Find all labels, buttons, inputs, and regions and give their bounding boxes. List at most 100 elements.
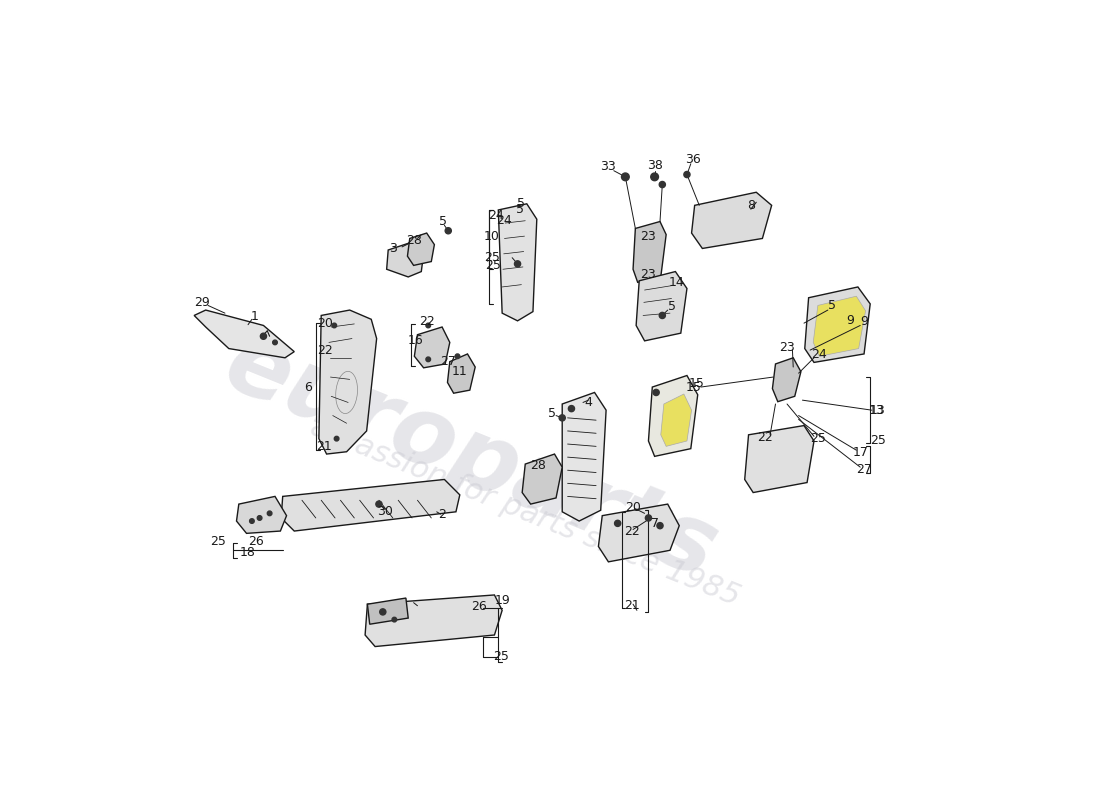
Circle shape (615, 520, 620, 526)
Text: 27: 27 (856, 463, 872, 476)
Polygon shape (236, 496, 286, 534)
Text: 27: 27 (440, 355, 456, 368)
Circle shape (392, 618, 397, 622)
Text: 22: 22 (758, 430, 773, 444)
Text: 5: 5 (548, 406, 557, 420)
Circle shape (569, 406, 574, 412)
Circle shape (273, 340, 277, 345)
Polygon shape (661, 394, 692, 446)
Circle shape (334, 436, 339, 441)
Text: 25: 25 (210, 535, 227, 548)
Circle shape (455, 354, 460, 358)
Circle shape (257, 516, 262, 520)
Polygon shape (319, 310, 376, 454)
Polygon shape (649, 375, 697, 456)
Text: 2: 2 (438, 508, 446, 521)
Polygon shape (448, 354, 475, 394)
Polygon shape (562, 393, 606, 521)
Text: a passion for parts since 1985: a passion for parts since 1985 (306, 412, 745, 611)
Text: 25: 25 (484, 251, 500, 264)
Text: 29: 29 (194, 296, 210, 309)
Text: 26: 26 (471, 600, 486, 613)
Text: 5: 5 (668, 300, 675, 313)
Polygon shape (365, 595, 502, 646)
Circle shape (659, 312, 666, 318)
Circle shape (657, 522, 663, 529)
Text: 19: 19 (494, 594, 510, 607)
Text: 24: 24 (812, 348, 827, 362)
Polygon shape (813, 296, 866, 356)
Text: 18: 18 (240, 546, 256, 559)
Text: 22: 22 (317, 344, 333, 357)
Polygon shape (407, 233, 434, 266)
Text: 28: 28 (529, 459, 546, 472)
Circle shape (332, 323, 337, 328)
Text: 22: 22 (419, 315, 435, 328)
Text: europarts: europarts (212, 318, 730, 598)
Polygon shape (636, 271, 686, 341)
Polygon shape (387, 242, 424, 277)
Text: 9: 9 (846, 314, 854, 327)
Polygon shape (745, 426, 814, 493)
Text: 15: 15 (685, 381, 701, 394)
Polygon shape (634, 222, 667, 282)
Text: 25: 25 (810, 432, 826, 445)
Polygon shape (522, 454, 562, 504)
Circle shape (659, 182, 666, 188)
Polygon shape (498, 204, 537, 321)
Text: 24: 24 (488, 209, 504, 222)
Circle shape (446, 228, 451, 234)
Polygon shape (282, 479, 460, 531)
Text: 22: 22 (624, 525, 639, 538)
Text: 23: 23 (779, 341, 795, 354)
Polygon shape (195, 310, 295, 358)
Text: 11: 11 (452, 365, 468, 378)
Text: 8: 8 (747, 199, 755, 212)
Text: 4: 4 (584, 396, 592, 409)
Circle shape (250, 518, 254, 523)
Text: 16: 16 (408, 334, 424, 347)
Polygon shape (805, 287, 870, 362)
Circle shape (261, 333, 266, 339)
Circle shape (426, 323, 430, 328)
Circle shape (515, 261, 520, 267)
Circle shape (379, 609, 386, 615)
Polygon shape (772, 358, 801, 402)
Polygon shape (367, 598, 408, 624)
Text: 7: 7 (650, 517, 659, 530)
Text: 26: 26 (248, 535, 264, 548)
Text: 5: 5 (517, 198, 526, 210)
Text: 36: 36 (685, 154, 701, 166)
Text: 28: 28 (406, 234, 422, 247)
Text: 3: 3 (389, 242, 397, 255)
Text: 38: 38 (647, 158, 662, 172)
Text: 5: 5 (827, 299, 836, 312)
Text: 21: 21 (316, 440, 331, 453)
Text: 17: 17 (852, 446, 869, 459)
Text: 15: 15 (689, 378, 704, 390)
Text: 5: 5 (516, 203, 524, 217)
Circle shape (426, 357, 430, 362)
Text: 21: 21 (624, 599, 639, 612)
Text: 24: 24 (496, 214, 512, 227)
Circle shape (653, 390, 659, 395)
Text: 25: 25 (485, 259, 501, 272)
Text: 20: 20 (317, 317, 333, 330)
Text: 30: 30 (377, 506, 393, 518)
Text: 10: 10 (483, 230, 499, 243)
Text: 20: 20 (625, 502, 641, 514)
Circle shape (376, 501, 382, 507)
Polygon shape (415, 327, 450, 368)
Text: 23: 23 (640, 230, 657, 242)
Text: 6: 6 (305, 381, 312, 394)
Circle shape (651, 173, 659, 181)
Text: 5: 5 (439, 215, 447, 228)
Text: 33: 33 (601, 160, 616, 174)
Text: 9: 9 (860, 315, 868, 328)
Circle shape (559, 414, 565, 421)
Circle shape (646, 515, 651, 521)
Circle shape (267, 511, 272, 516)
Text: 1: 1 (251, 310, 258, 323)
Text: 13: 13 (869, 404, 884, 417)
Text: 23: 23 (640, 268, 657, 281)
